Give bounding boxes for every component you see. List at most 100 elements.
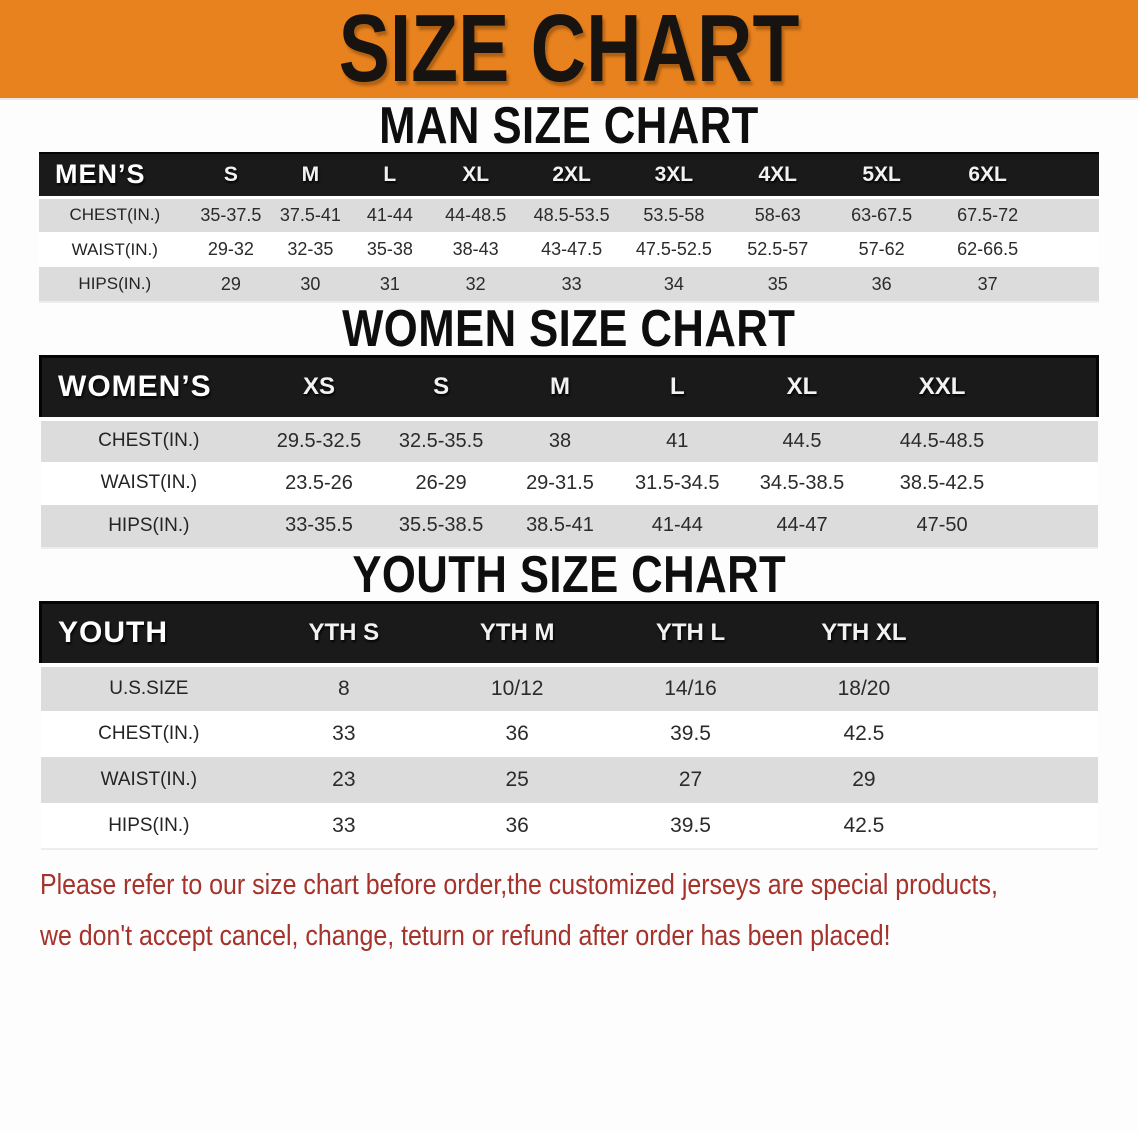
notice-paragraph: Please refer to our size chart before or…: [40, 862, 1138, 913]
measure-value: 29-31.5: [526, 471, 594, 494]
size-column-header: S: [380, 355, 502, 420]
row-label: HIPS(IN.): [40, 504, 258, 549]
row-label: WAIST(IN.): [100, 769, 198, 790]
measure-value: 44.5: [735, 416, 869, 462]
size-column-header: M: [271, 152, 350, 198]
size-column-header: 5XL: [829, 152, 934, 198]
measure-value: 37: [933, 267, 1042, 303]
measure-row: HIPS(IN.) 29 30 31 32 33 34 35 36 37: [39, 267, 1099, 303]
measure-value: 67.5-72: [933, 195, 1042, 232]
measure-value: 34: [621, 267, 726, 303]
measure-value: 29: [852, 768, 876, 791]
spacer-cell: [951, 757, 1098, 803]
measure-value: 14/16: [603, 663, 778, 711]
notice-paragraph: we don't accept cancel, change, teturn o…: [40, 913, 1138, 964]
spacer-cell: [951, 711, 1098, 757]
spacer-cell: [1041, 152, 1099, 198]
size-column-header: 4XL: [725, 152, 830, 198]
measure-value: 29-32: [207, 239, 254, 259]
measure-value: 42.5: [777, 803, 951, 850]
row-label: HIPS(IN.): [40, 803, 258, 850]
notice-line-1: Please refer to our size chart before or…: [40, 869, 998, 901]
measure-value: 36: [430, 803, 604, 850]
measure-value: 33-35.5: [257, 504, 381, 549]
spacer-cell: [950, 663, 1098, 711]
measure-value: 47-50: [868, 504, 1017, 549]
table-header-label: MEN’S: [39, 152, 191, 198]
measure-value: 63-67.5: [829, 195, 934, 232]
section-heading: MAN SIZE CHART: [0, 100, 1138, 152]
measure-value: 44-47: [735, 504, 869, 549]
row-label: WAIST(IN.): [100, 472, 198, 493]
spacer-cell: [1016, 504, 1098, 549]
row-label: U.S.SIZE: [40, 663, 258, 711]
order-notice: Please refer to our size chart before or…: [40, 862, 1138, 964]
section-heading-text: MAN SIZE CHART: [379, 97, 759, 155]
size-table: YOUTH YTH S YTH M YTH L YTH XL U.S.SIZE 8 10/12…: [39, 600, 1099, 850]
size-column-header: L: [618, 355, 736, 420]
measure-value: 52.5-57: [747, 239, 809, 259]
measure-value: 48.5-53.5: [521, 195, 622, 232]
spacer-cell: [1042, 232, 1099, 267]
size-chart-sections: MAN SIZE CHART MEN’S S M L XL 2XL 3XL 4XL 5XL 6XL C…: [0, 100, 1138, 850]
measure-value: 23: [332, 768, 356, 791]
measure-value: 41-44: [349, 195, 431, 232]
measure-value: 26-29: [415, 471, 467, 494]
size-column-header: M: [501, 355, 619, 420]
size-column-header: YTH S: [257, 600, 431, 667]
measure-value: 39.5: [670, 722, 711, 745]
measure-value: 32: [430, 267, 522, 303]
table-header-row: WOMEN’S XS S M L XL XXL: [39, 355, 1100, 420]
size-column-header: XS: [257, 355, 381, 420]
size-column-header: 2XL: [521, 152, 622, 198]
row-label: CHEST(IN.): [98, 723, 200, 744]
measure-row: HIPS(IN.) 33 36 39.5 42.5: [40, 803, 1098, 850]
measure-value: 38.5-41: [501, 504, 619, 549]
measure-row: CHEST(IN.) 35-37.5 37.5-41 41-44 44-48.5 48.5…: [39, 195, 1099, 232]
size-column-header: XXL: [868, 355, 1017, 420]
measure-value: 29.5-32.5: [257, 416, 381, 462]
measure-row: HIPS(IN.) 33-35.5 35.5-38.5 38.5-41 41-44 44-…: [40, 504, 1098, 549]
size-column-header: XL: [430, 152, 522, 198]
section-heading: YOUTH SIZE CHART: [0, 549, 1138, 601]
measure-row: WAIST(IN.) 23.5-26 26-29 29-31.5 31.5-34.5 34…: [40, 461, 1098, 505]
section-heading-text: YOUTH SIZE CHART: [352, 545, 786, 604]
spacer-cell: [950, 600, 1099, 667]
measure-value: 31.5-34.5: [635, 471, 720, 494]
row-label: CHEST(IN.): [39, 195, 191, 232]
measure-value: 41: [618, 416, 736, 462]
measure-value: 33: [257, 803, 431, 850]
measure-value: 62-66.5: [957, 239, 1019, 259]
measure-value: 33: [332, 722, 356, 745]
measure-value: 32.5-35.5: [380, 416, 502, 462]
measure-value: 18/20: [777, 663, 951, 711]
spacer-cell: [1041, 267, 1099, 303]
measure-value: 23.5-26: [285, 471, 353, 494]
measure-row: CHEST(IN.) 33 36 39.5 42.5: [40, 711, 1098, 757]
spacer-cell: [950, 803, 1098, 850]
measure-value: 35: [725, 267, 830, 303]
size-column-header: 3XL: [621, 152, 726, 198]
measure-value: 27: [678, 768, 703, 791]
spacer-cell: [1016, 416, 1098, 462]
section-heading: WOMEN SIZE CHART: [0, 303, 1138, 355]
measure-value: 41-44: [618, 504, 736, 549]
measure-value: 8: [257, 663, 431, 711]
measure-row: WAIST(IN.) 23 25 27 29: [40, 757, 1098, 803]
size-column-header: S: [190, 152, 272, 198]
measure-value: 25: [505, 768, 529, 791]
row-label: CHEST(IN.): [40, 416, 258, 462]
size-column-header: L: [349, 152, 431, 198]
measure-value: 58-63: [725, 195, 830, 232]
size-column-header: YTH XL: [777, 600, 951, 667]
spacer-cell: [1041, 195, 1099, 232]
table-header-label: YOUTH: [39, 600, 258, 667]
size-table: WOMEN’S XS S M L XL XXL CHEST(IN.) 29.5-32.5 32.5…: [39, 355, 1100, 549]
banner: SIZE CHART: [0, 0, 1138, 100]
measure-value: 57-62: [858, 239, 905, 259]
measure-row: WAIST(IN.) 29-32 32-35 35-38 38-43 43-47.5 47.…: [39, 232, 1099, 267]
measure-value: 38.5-42.5: [899, 471, 985, 494]
table-header-label: WOMEN’S: [39, 355, 258, 420]
measure-value: 42.5: [843, 722, 885, 745]
measure-value: 47.5-52.5: [635, 239, 712, 259]
